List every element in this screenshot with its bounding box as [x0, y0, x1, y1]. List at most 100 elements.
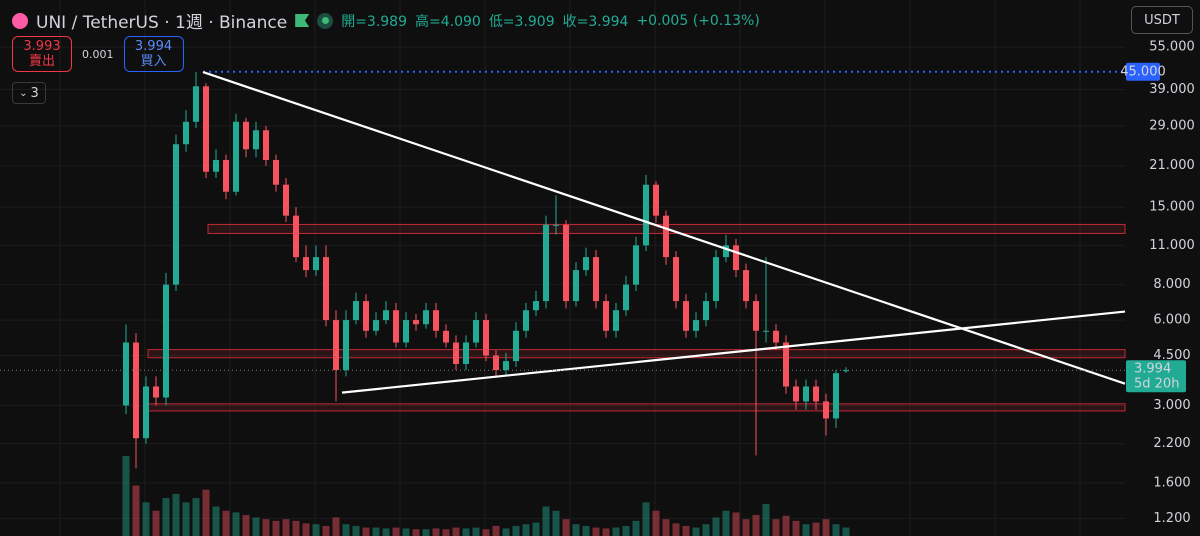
volume-bar [402, 528, 410, 536]
y-tick-label: 11.000 [1149, 238, 1195, 253]
candle-body [453, 342, 459, 365]
volume-bar [222, 510, 230, 536]
candle-body [573, 270, 579, 302]
symbol[interactable]: UNI / TetherUS · 1週 · Binance [36, 13, 288, 33]
y-tick-label: 4.500 [1153, 348, 1190, 363]
candle-body [583, 257, 589, 271]
volume-bar [682, 525, 690, 536]
y-tick-label: 55.000 [1149, 40, 1195, 55]
ohlc-change: +0.005 (+0.13%) [636, 12, 760, 29]
volume-bar [492, 525, 500, 536]
candle-body [323, 257, 329, 321]
volume-bar [632, 520, 640, 536]
candle-body [623, 284, 629, 311]
volume-bar [432, 528, 440, 536]
candle-body [203, 86, 209, 172]
candle-body [263, 130, 269, 160]
volume-bar [802, 524, 810, 536]
y-tick-label: 15.000 [1149, 200, 1195, 215]
candle-body [413, 320, 419, 325]
candle-body [743, 270, 749, 302]
y-tick-label: 1.600 [1153, 475, 1190, 490]
volume-bar [622, 525, 630, 536]
candle-body [823, 401, 829, 419]
volume-bar [782, 515, 790, 536]
volume-bar [612, 527, 620, 536]
volume-bar [182, 502, 190, 536]
volume-bar [742, 519, 750, 536]
candle-body [133, 342, 139, 439]
volume-bar [542, 506, 550, 536]
y-tick-label: 39.000 [1149, 82, 1195, 97]
spread: 0.001 [82, 47, 114, 61]
candle-body [143, 386, 149, 439]
currency: USDT [1144, 12, 1180, 28]
price-line-label: 45.000 [1120, 64, 1166, 79]
volume-bar [372, 527, 380, 536]
volume-bar [772, 519, 780, 536]
volume-bar [522, 524, 530, 536]
candle-body [123, 342, 129, 406]
volume-bar [192, 498, 200, 536]
volume-bar [812, 522, 820, 536]
y-tick-label: 6.000 [1153, 313, 1190, 328]
candle-body [633, 245, 639, 285]
candle-body [793, 386, 799, 402]
candle-body [213, 159, 219, 172]
volume-bar [602, 528, 610, 536]
last-price-tag [1126, 360, 1186, 393]
flag-icon[interactable] [295, 14, 310, 27]
candle-body [313, 257, 319, 271]
volume-bar [662, 519, 670, 536]
volume-bar [512, 525, 520, 536]
currency-select[interactable]: USDT [1131, 6, 1193, 34]
sell-button[interactable]: 3.993 賣出 [12, 36, 72, 72]
trade-panel: 3.993 賣出 0.001 3.994 買入 [12, 36, 184, 72]
candle-body [733, 245, 739, 271]
ohlc-close: 收=3.994 [562, 13, 629, 30]
price-line-tag [1126, 62, 1160, 81]
indicator-toggle[interactable]: ⌄ 3 [12, 82, 46, 104]
volume-bar [362, 527, 370, 536]
volume-bar [282, 519, 290, 536]
zone [147, 403, 1126, 412]
candle-body [673, 257, 679, 302]
candle-body [613, 310, 619, 331]
candle-body [553, 224, 559, 226]
candle-body [713, 257, 719, 302]
candle-body [183, 121, 189, 145]
ohlc-low: 低=3.909 [488, 13, 555, 30]
volume-bar [312, 524, 320, 536]
y-tick-label: 29.000 [1149, 118, 1195, 133]
candle-body [523, 310, 529, 331]
volume-bar [202, 489, 210, 536]
volume-bar [152, 510, 160, 536]
sell-price: 3.993 [23, 39, 61, 54]
candle-body [533, 301, 539, 311]
volume-bar [642, 502, 650, 536]
volume-bar [672, 523, 680, 536]
volume-bar [302, 523, 310, 536]
buy-button[interactable]: 3.994 買入 [123, 36, 184, 72]
candle-body [753, 301, 759, 331]
last-price-label: 3.994 [1134, 362, 1171, 377]
volume-bar [462, 528, 470, 536]
candle-body [483, 320, 489, 356]
volume-bar [762, 504, 770, 536]
zone [147, 349, 1126, 359]
volume-bar [392, 527, 400, 536]
volume-bar [832, 524, 840, 536]
candle-body [763, 330, 769, 332]
candle-body [333, 320, 339, 371]
volume-bar [752, 514, 760, 536]
candle-body [473, 320, 479, 343]
candle-body [343, 320, 349, 371]
ohlc-open: 開=3.989 [341, 13, 407, 30]
candle-body [773, 330, 779, 343]
volume-bar [562, 519, 570, 536]
volume-bar [382, 528, 390, 536]
candle-body [393, 310, 399, 343]
volume-bar [552, 510, 560, 536]
